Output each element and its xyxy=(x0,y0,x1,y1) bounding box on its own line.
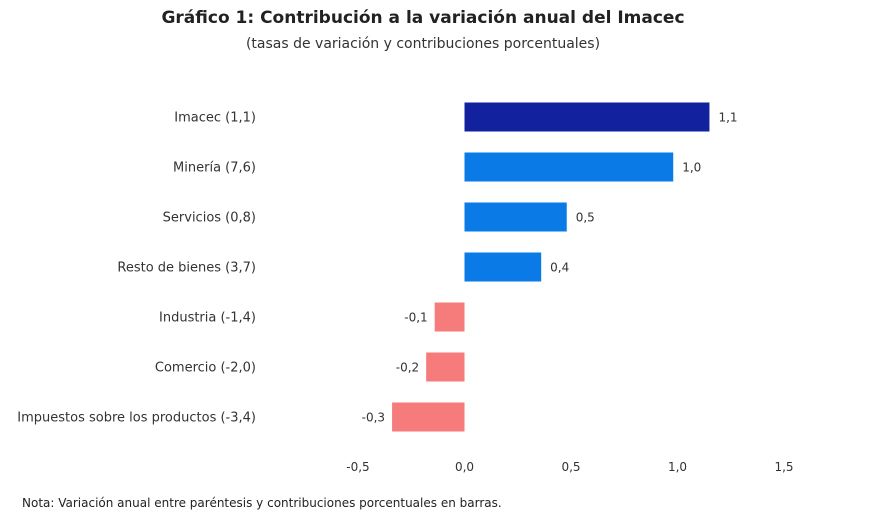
x-tick-label: 0,5 xyxy=(561,460,580,474)
x-tick-label: 0,0 xyxy=(455,460,474,474)
bar xyxy=(392,402,465,432)
x-tick-label: -0,5 xyxy=(346,460,369,474)
data-label: 0,5 xyxy=(576,211,595,225)
bar xyxy=(464,102,710,132)
x-tick-label: 1,5 xyxy=(774,460,793,474)
category-label: Servicios (0,8) xyxy=(163,211,256,226)
bar xyxy=(464,152,674,182)
data-label: -0,3 xyxy=(362,411,385,425)
category-label: Imacec (1,1) xyxy=(174,111,256,126)
bar xyxy=(464,202,567,232)
data-label: 1,0 xyxy=(682,161,701,175)
category-label: Industria (-1,4) xyxy=(159,311,256,326)
chart-subtitle: (tasas de variación y contribuciones por… xyxy=(245,36,601,52)
bar xyxy=(464,252,542,282)
data-label: 0,4 xyxy=(550,261,569,275)
category-label: Impuestos sobre los productos (-3,4) xyxy=(17,411,256,426)
data-label: -0,2 xyxy=(396,361,419,375)
data-label: -0,1 xyxy=(404,311,427,325)
category-label: Comercio (-2,0) xyxy=(155,361,256,376)
category-label: Resto de bienes (3,7) xyxy=(117,261,256,276)
bar xyxy=(426,352,465,382)
data-label: 1,1 xyxy=(718,111,737,125)
x-tick-label: 1,0 xyxy=(668,460,687,474)
chart-note: Nota: Variación anual entre paréntesis y… xyxy=(22,496,502,510)
chart-title: Gráfico 1: Contribución a la variación a… xyxy=(161,8,685,28)
category-label: Minería (7,6) xyxy=(173,161,256,176)
bar xyxy=(434,302,465,332)
